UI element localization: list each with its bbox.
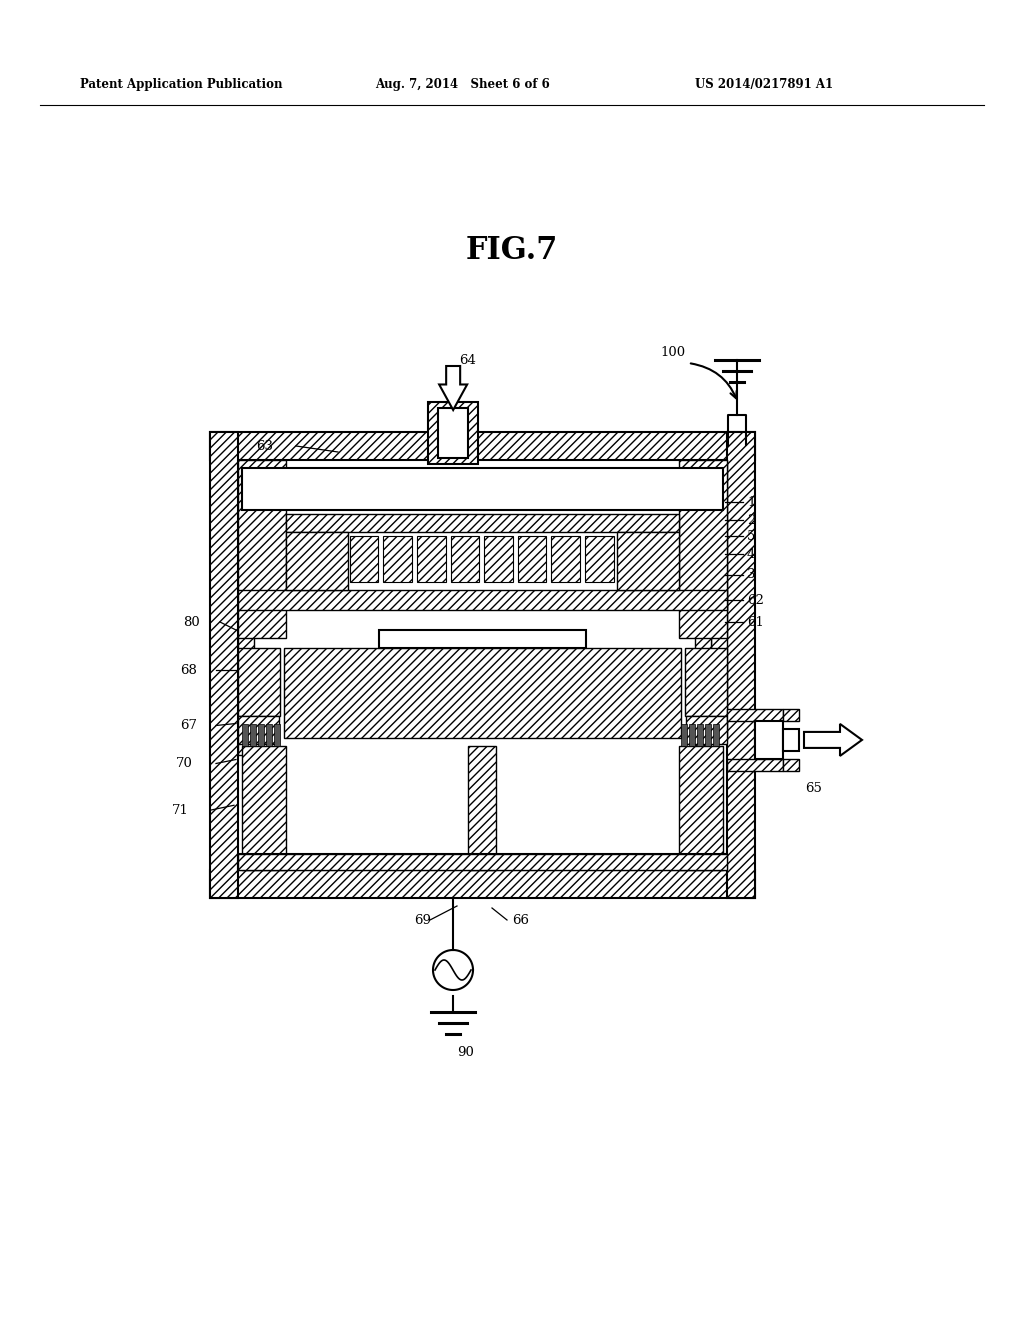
Bar (428, 403, 478, 465)
Bar (238, 715, 280, 743)
Bar (617, 532, 679, 590)
Text: 70: 70 (176, 756, 193, 770)
Text: 2: 2 (746, 513, 756, 527)
Bar (468, 746, 496, 870)
Bar (250, 723, 256, 746)
Bar (783, 759, 799, 771)
Bar (727, 759, 783, 771)
Bar (238, 459, 286, 638)
Bar (689, 723, 695, 746)
Bar (349, 536, 378, 582)
Text: 61: 61 (746, 615, 764, 628)
Text: US 2014/0217891 A1: US 2014/0217891 A1 (695, 78, 834, 91)
Text: 1: 1 (746, 495, 756, 508)
Text: 68: 68 (180, 664, 197, 676)
Bar (552, 536, 580, 582)
Text: FIG.7: FIG.7 (466, 235, 558, 267)
Bar (484, 536, 513, 582)
Bar (681, 723, 687, 746)
Bar (585, 536, 613, 582)
Bar (697, 723, 703, 746)
Text: 62: 62 (746, 594, 764, 606)
Text: 66: 66 (512, 913, 529, 927)
Bar (705, 723, 711, 746)
Bar (238, 648, 280, 715)
Bar (685, 648, 727, 715)
Polygon shape (804, 723, 862, 756)
Bar (242, 469, 723, 510)
Bar (451, 536, 479, 582)
Bar (284, 648, 681, 738)
Text: 67: 67 (180, 719, 197, 733)
Bar (518, 536, 547, 582)
Bar (210, 432, 238, 898)
Bar (727, 432, 755, 898)
Bar (242, 723, 248, 746)
Bar (258, 723, 264, 746)
Bar (379, 630, 586, 648)
Bar (686, 715, 727, 743)
Bar (242, 746, 286, 870)
Text: 80: 80 (183, 615, 200, 628)
Bar (679, 459, 727, 638)
Text: 100: 100 (660, 346, 685, 359)
Bar (783, 709, 799, 721)
Text: 71: 71 (172, 804, 188, 817)
Bar (238, 590, 727, 610)
Bar (383, 536, 412, 582)
Text: 90: 90 (457, 1047, 474, 1060)
Text: 69: 69 (414, 913, 431, 927)
Text: Aug. 7, 2014   Sheet 6 of 6: Aug. 7, 2014 Sheet 6 of 6 (375, 78, 550, 91)
Text: 5: 5 (746, 529, 756, 543)
Bar (210, 870, 755, 898)
Bar (210, 432, 755, 459)
Bar (727, 709, 783, 721)
Text: 64: 64 (459, 354, 476, 367)
Bar (238, 854, 727, 870)
Bar (711, 459, 727, 739)
Bar (438, 408, 468, 458)
Bar (695, 459, 711, 755)
Bar (755, 721, 783, 759)
Bar (713, 723, 719, 746)
Bar (274, 723, 280, 746)
Text: 63: 63 (256, 440, 273, 453)
Bar (238, 854, 727, 870)
Polygon shape (439, 366, 467, 411)
Text: 3: 3 (746, 569, 756, 582)
Text: 65: 65 (805, 783, 822, 796)
Bar (286, 513, 679, 532)
Bar (417, 536, 445, 582)
Bar (679, 746, 723, 870)
Bar (266, 723, 272, 746)
Text: Patent Application Publication: Patent Application Publication (80, 78, 283, 91)
Bar (783, 729, 799, 751)
Bar (286, 532, 348, 590)
Bar (238, 459, 254, 755)
Text: 4: 4 (746, 548, 756, 561)
